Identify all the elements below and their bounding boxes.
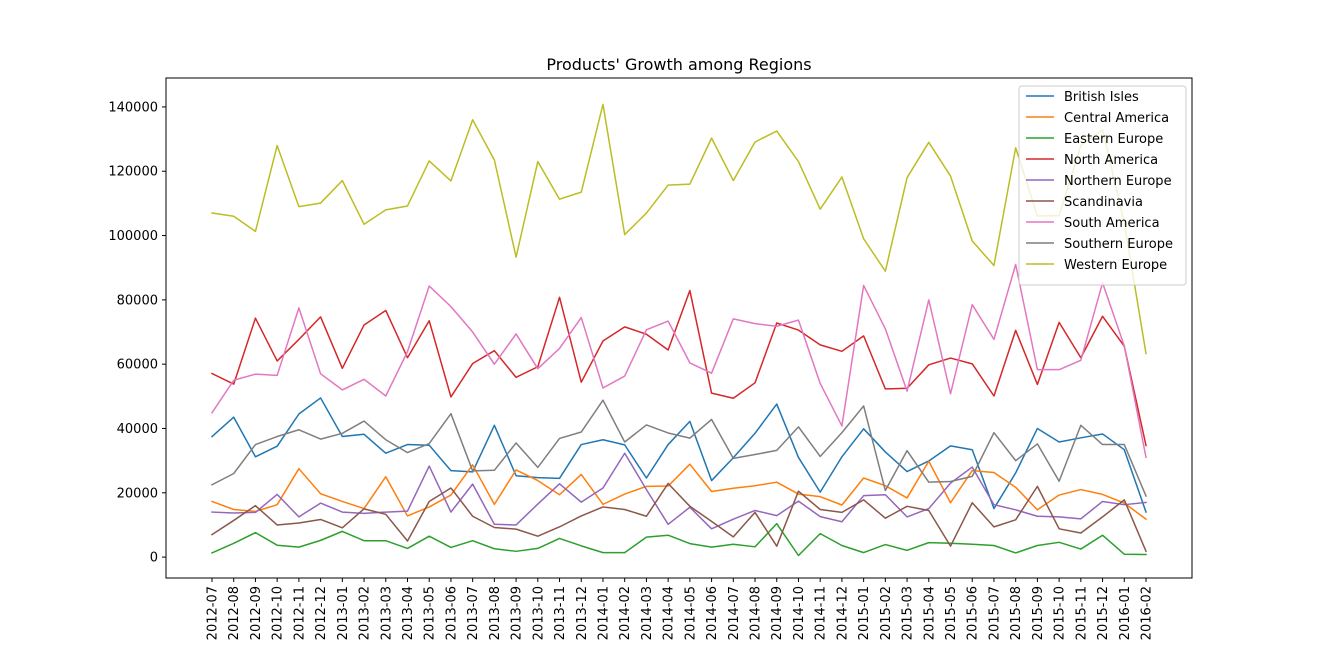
series-line-northern-europe bbox=[211, 452, 1147, 530]
legend-label: Central America bbox=[1064, 111, 1169, 126]
x-tick-label: 2014-05 bbox=[683, 586, 698, 640]
x-tick-label: 2015-07 bbox=[987, 586, 1002, 640]
series-line-central-america bbox=[211, 460, 1148, 521]
x-tick-label: 2015-03 bbox=[901, 586, 916, 640]
x-tick-label: 2016-02 bbox=[1140, 586, 1155, 640]
y-tick-label: 40000 bbox=[117, 422, 158, 437]
x-tick-label: 2015-09 bbox=[1031, 586, 1046, 640]
x-tick-label: 2014-06 bbox=[705, 586, 720, 640]
x-tick-label: 2014-03 bbox=[640, 586, 655, 640]
x-tick-label: 2014-07 bbox=[727, 586, 742, 640]
x-tick-label: 2013-06 bbox=[444, 586, 459, 640]
legend-label: British Isles bbox=[1064, 90, 1139, 105]
x-tick-label: 2014-12 bbox=[835, 586, 850, 640]
axes-frame bbox=[165, 77, 1193, 579]
x-tick-label: 2015-01 bbox=[857, 586, 872, 640]
x-tick-label: 2012-08 bbox=[227, 586, 242, 640]
x-tick-label: 2013-03 bbox=[379, 586, 394, 640]
x-tick-label: 2014-11 bbox=[814, 586, 829, 640]
legend-label: Southern Europe bbox=[1064, 237, 1173, 252]
series-line-north-america bbox=[210, 289, 1147, 447]
x-tick-label: 2013-01 bbox=[336, 586, 351, 640]
x-tick-label: 2014-08 bbox=[749, 586, 764, 640]
x-tick-label: 2015-02 bbox=[879, 586, 894, 640]
x-tick-label: 2013-09 bbox=[510, 586, 525, 640]
x-tick-label: 2012-11 bbox=[292, 586, 307, 640]
x-tick-label: 2012-09 bbox=[249, 586, 264, 640]
legend-label: Northern Europe bbox=[1064, 174, 1172, 189]
legend-label: Western Europe bbox=[1064, 258, 1167, 273]
series-line-south-america bbox=[210, 263, 1147, 459]
y-tick-label: 0 bbox=[150, 551, 158, 566]
x-tick-label: 2013-04 bbox=[401, 586, 416, 640]
series-line-western-europe bbox=[211, 103, 1147, 355]
x-tick-label: 2015-08 bbox=[1009, 586, 1024, 640]
x-tick-label: 2014-02 bbox=[618, 586, 633, 640]
x-tick-label: 2012-10 bbox=[271, 586, 286, 640]
series-line-southern-europe bbox=[210, 399, 1147, 497]
y-tick-label: 20000 bbox=[117, 486, 158, 501]
x-tick-label: 2013-02 bbox=[358, 586, 373, 640]
x-tick-label: 2016-01 bbox=[1118, 586, 1133, 640]
x-tick-label: 2015-06 bbox=[966, 586, 981, 640]
x-tick-label: 2015-12 bbox=[1096, 586, 1111, 640]
x-tick-label: 2013-05 bbox=[423, 586, 438, 640]
x-tick-label: 2013-10 bbox=[531, 586, 546, 640]
legend-label: North America bbox=[1064, 153, 1158, 168]
x-tick-label: 2012-12 bbox=[314, 586, 329, 640]
x-tick-label: 2013-07 bbox=[466, 586, 481, 640]
chart-title: Products' Growth among Regions bbox=[546, 55, 811, 74]
x-tick-label: 2013-12 bbox=[575, 586, 590, 640]
x-tick-label: 2013-08 bbox=[488, 586, 503, 640]
y-tick-label: 60000 bbox=[117, 358, 158, 373]
legend-label: Eastern Europe bbox=[1064, 132, 1163, 147]
x-tick-label: 2015-10 bbox=[1053, 586, 1068, 640]
x-tick-label: 2013-11 bbox=[553, 586, 568, 640]
x-tick-label: 2015-04 bbox=[922, 586, 937, 640]
legend: British Isles Central America Eastern Euro… bbox=[1018, 85, 1187, 286]
series-line-eastern-europe bbox=[211, 522, 1147, 557]
x-tick-label: 2014-09 bbox=[770, 586, 785, 640]
legend-label: Scandinavia bbox=[1064, 195, 1143, 210]
x-tick-label: 2015-05 bbox=[944, 586, 959, 640]
y-tick-label: 80000 bbox=[117, 293, 158, 308]
legend-label: South America bbox=[1064, 216, 1160, 231]
plot-area: 0 20000 40000 60000 80000 100000 120000 140000 2… bbox=[108, 77, 1193, 640]
series-line-scandinavia bbox=[210, 482, 1147, 553]
legend-box bbox=[1018, 85, 1187, 286]
x-tick-label: 2014-01 bbox=[596, 586, 611, 640]
y-tick-label: 120000 bbox=[108, 165, 158, 180]
x-tick-label: 2014-10 bbox=[792, 586, 807, 640]
y-tick-label: 100000 bbox=[108, 229, 158, 244]
x-tick-label: 2015-11 bbox=[1074, 586, 1089, 640]
x-tick-label: 2012-07 bbox=[206, 586, 221, 640]
y-tick-label: 140000 bbox=[108, 100, 158, 115]
x-tick-label: 2014-04 bbox=[662, 586, 677, 640]
